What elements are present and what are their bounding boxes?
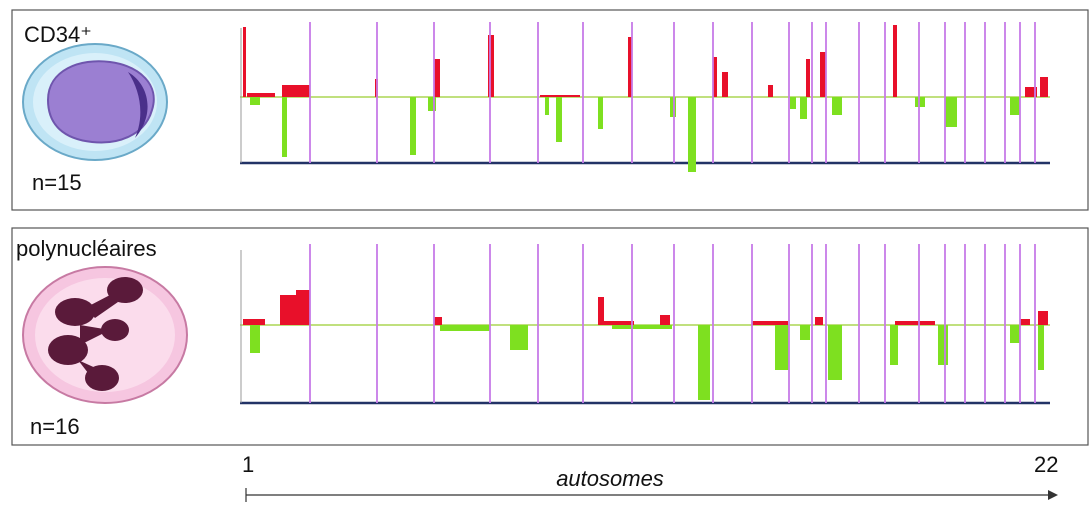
loss-block <box>670 97 676 117</box>
gain-block <box>1040 77 1048 97</box>
panel-label: CD34⁺ <box>24 22 92 47</box>
loss-block <box>890 325 898 365</box>
loss-block <box>510 325 528 350</box>
loss-block <box>945 97 957 127</box>
gain-block <box>243 319 265 325</box>
gain-block <box>628 37 632 97</box>
loss-block <box>698 325 710 400</box>
axis-end: 22 <box>1034 452 1058 477</box>
gain-block <box>752 321 788 325</box>
gain-block <box>296 290 310 325</box>
loss-block <box>828 325 842 380</box>
loss-block <box>790 97 796 109</box>
loss-block <box>545 97 549 115</box>
gain-block <box>815 317 823 325</box>
axis-arrow <box>1048 490 1058 500</box>
gain-block <box>820 52 826 97</box>
loss-block <box>775 325 789 370</box>
loss-block <box>410 97 416 155</box>
loss-block <box>688 97 696 172</box>
gain-block <box>282 85 310 97</box>
gain-block <box>1038 311 1048 325</box>
loss-block <box>282 97 287 157</box>
loss-block <box>1038 325 1044 370</box>
loss-block <box>1010 97 1020 115</box>
loss-block <box>428 97 436 111</box>
loss-block <box>612 325 672 329</box>
loss-block <box>556 97 562 142</box>
loss-block <box>800 97 807 119</box>
loss-block <box>440 325 490 331</box>
gain-block <box>488 35 494 97</box>
gain-block <box>660 315 670 325</box>
sample-count: n=15 <box>32 170 82 195</box>
loss-block <box>250 97 260 105</box>
loss-block <box>938 325 948 365</box>
gain-block <box>893 25 897 97</box>
panel-frame <box>11 227 1089 446</box>
gain-block <box>713 57 717 97</box>
panel-label: polynucléaires <box>16 236 157 261</box>
loss-block <box>832 97 842 115</box>
gain-block <box>247 93 275 97</box>
gain-block <box>604 321 634 325</box>
gain-block <box>1025 87 1037 97</box>
gain-block <box>722 72 728 97</box>
axis-start: 1 <box>242 452 254 477</box>
cell-icon <box>22 266 188 404</box>
loss-block <box>915 97 925 107</box>
gain-block <box>598 297 604 325</box>
gain-block <box>243 27 246 97</box>
panel-frame <box>11 9 1089 211</box>
loss-block <box>598 97 603 129</box>
gain-block <box>434 317 442 325</box>
sample-count: n=16 <box>30 414 80 439</box>
gain-block <box>768 85 773 97</box>
cell-icon <box>22 43 168 161</box>
gain-block <box>1020 319 1030 325</box>
loss-block <box>1010 325 1020 343</box>
gain-block <box>895 321 935 325</box>
loss-block <box>800 325 810 340</box>
profiles <box>240 22 1050 405</box>
gain-block <box>540 95 580 97</box>
gain-block <box>806 59 810 97</box>
loss-block <box>250 325 260 353</box>
axis-label: autosomes <box>556 466 664 491</box>
gain-block <box>434 59 440 97</box>
